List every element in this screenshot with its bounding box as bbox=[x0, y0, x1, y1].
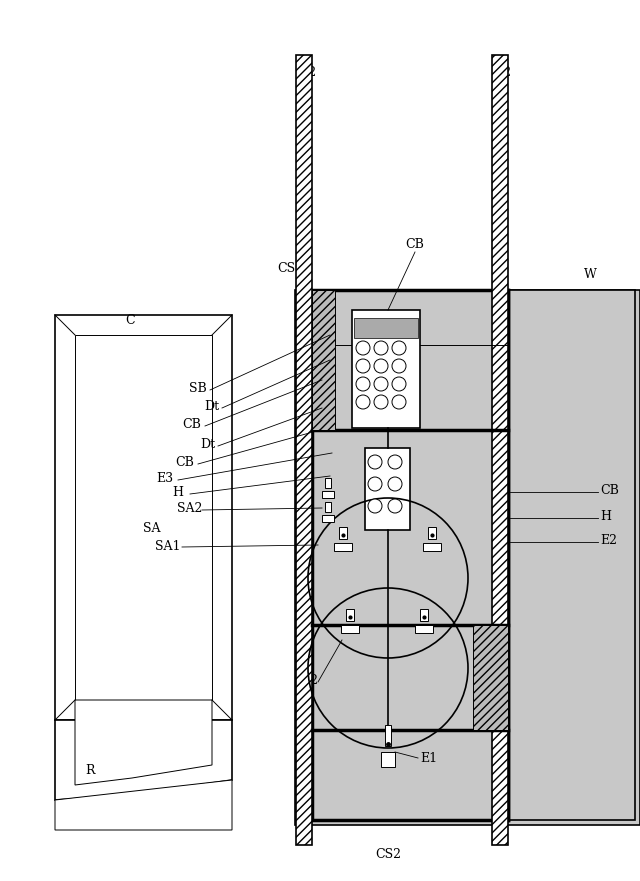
Polygon shape bbox=[75, 700, 212, 785]
Circle shape bbox=[356, 395, 370, 409]
Text: SA: SA bbox=[143, 522, 161, 535]
Bar bbox=[325, 478, 331, 488]
Text: CS2: CS2 bbox=[375, 848, 401, 862]
Text: SA2: SA2 bbox=[177, 502, 203, 515]
Text: CB: CB bbox=[182, 418, 202, 431]
Bar bbox=[312, 290, 335, 430]
Circle shape bbox=[356, 359, 370, 373]
Text: W: W bbox=[584, 269, 596, 282]
Circle shape bbox=[388, 455, 402, 469]
Text: CB: CB bbox=[600, 484, 619, 497]
Circle shape bbox=[368, 477, 382, 491]
Bar bbox=[341, 625, 359, 633]
Bar bbox=[420, 609, 428, 621]
Circle shape bbox=[368, 499, 382, 513]
Bar bbox=[75, 335, 212, 700]
Bar bbox=[508, 290, 635, 820]
Bar bbox=[428, 527, 436, 539]
Bar bbox=[55, 315, 232, 720]
Circle shape bbox=[392, 377, 406, 391]
Circle shape bbox=[388, 477, 402, 491]
Text: L2: L2 bbox=[300, 65, 316, 78]
Circle shape bbox=[374, 341, 388, 355]
Circle shape bbox=[374, 377, 388, 391]
Bar bbox=[339, 527, 347, 539]
Bar bbox=[415, 625, 433, 633]
Bar bbox=[325, 502, 331, 512]
Text: E2: E2 bbox=[301, 673, 319, 686]
Circle shape bbox=[356, 377, 370, 391]
Circle shape bbox=[374, 395, 388, 409]
Bar bbox=[423, 543, 441, 551]
Text: CB: CB bbox=[175, 455, 195, 469]
Bar bbox=[354, 318, 418, 338]
Circle shape bbox=[392, 359, 406, 373]
Text: CS1: CS1 bbox=[277, 262, 303, 275]
Text: H: H bbox=[600, 509, 611, 522]
Bar bbox=[365, 448, 410, 530]
Text: Dt: Dt bbox=[200, 438, 216, 450]
Text: E3: E3 bbox=[156, 471, 173, 485]
Text: SB: SB bbox=[189, 381, 207, 395]
Circle shape bbox=[392, 341, 406, 355]
Text: E1: E1 bbox=[420, 751, 437, 765]
Bar bbox=[346, 609, 354, 621]
Bar bbox=[295, 290, 640, 825]
Polygon shape bbox=[55, 720, 232, 800]
Circle shape bbox=[368, 455, 382, 469]
Text: Dt: Dt bbox=[204, 399, 220, 412]
Text: E2: E2 bbox=[600, 534, 617, 546]
Bar bbox=[322, 515, 334, 522]
Bar bbox=[334, 543, 352, 551]
Bar bbox=[296, 55, 312, 845]
Bar bbox=[352, 310, 420, 428]
Text: CB: CB bbox=[406, 239, 424, 251]
Text: C: C bbox=[125, 314, 135, 327]
Bar bbox=[473, 625, 508, 730]
Bar bbox=[322, 491, 334, 498]
Circle shape bbox=[374, 359, 388, 373]
Bar bbox=[312, 290, 508, 820]
Polygon shape bbox=[55, 780, 232, 830]
Text: H: H bbox=[173, 485, 184, 499]
Text: SA1: SA1 bbox=[156, 539, 180, 552]
Circle shape bbox=[388, 499, 402, 513]
Circle shape bbox=[392, 395, 406, 409]
Bar bbox=[385, 725, 391, 746]
Bar bbox=[492, 55, 508, 845]
Circle shape bbox=[356, 341, 370, 355]
Text: R: R bbox=[85, 764, 95, 776]
Text: L2: L2 bbox=[495, 65, 511, 78]
Bar bbox=[381, 752, 395, 767]
